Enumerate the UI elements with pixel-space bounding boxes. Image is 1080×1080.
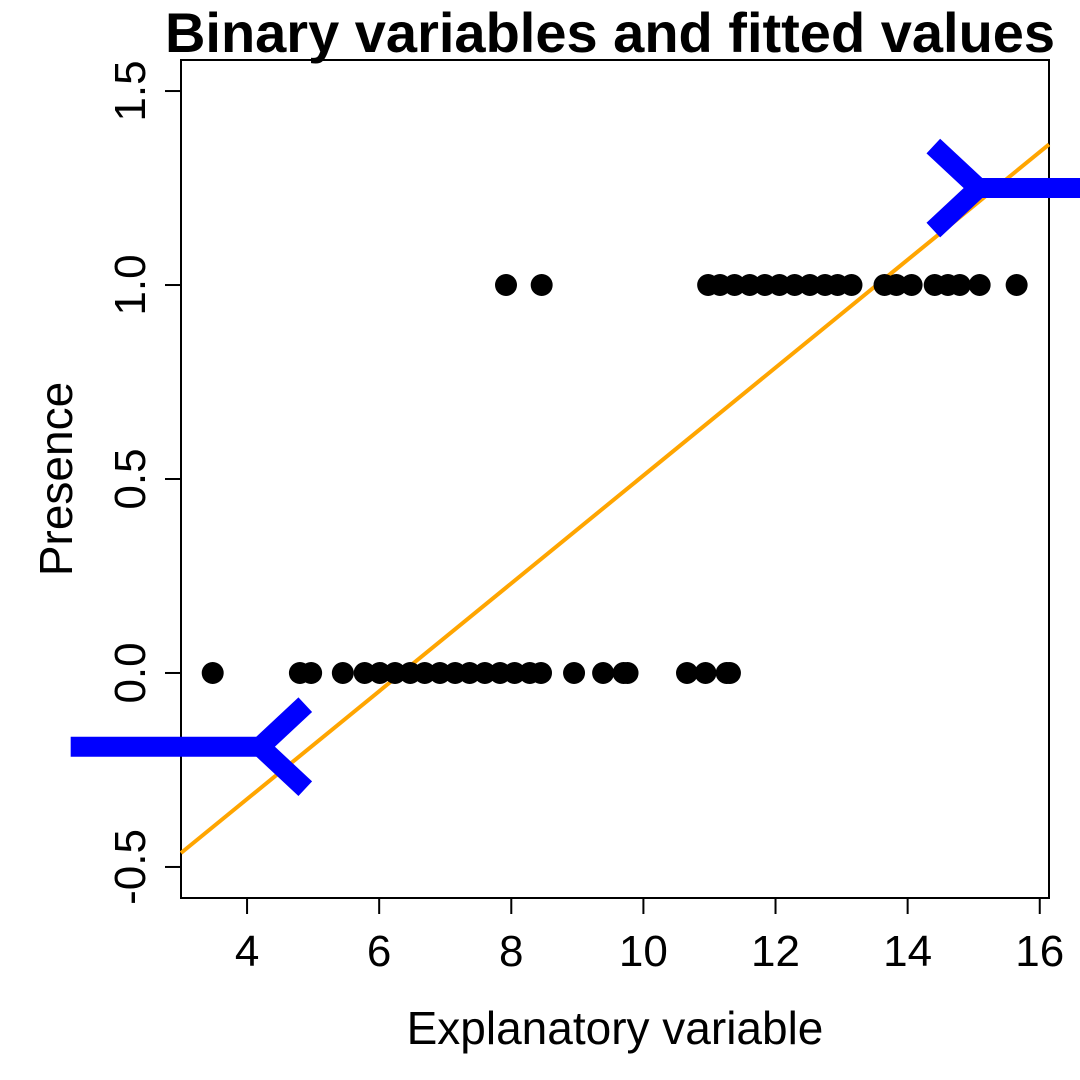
data-point <box>592 661 615 684</box>
data-point <box>428 661 451 684</box>
data-point <box>738 274 761 297</box>
plot-frame <box>180 59 1050 899</box>
arrow-right-icon <box>70 697 313 797</box>
y-tick-label: 0.5 <box>106 448 155 509</box>
data-point <box>798 274 821 297</box>
data-point <box>694 661 717 684</box>
data-point <box>900 274 923 297</box>
data-point <box>384 661 407 684</box>
data-point <box>300 661 323 684</box>
data-point <box>413 661 436 684</box>
chart-title: Binary variables and fitted values <box>165 1 1055 64</box>
data-point <box>201 661 224 684</box>
x-tick-label: 8 <box>499 927 523 976</box>
data-point <box>563 661 586 684</box>
y-axis-label: Presence <box>30 382 82 576</box>
data-point <box>616 661 639 684</box>
arrow-left-icon <box>926 138 1080 238</box>
data-point <box>840 274 863 297</box>
data-point <box>1005 274 1028 297</box>
x-tick-label: 4 <box>235 927 259 976</box>
data-point <box>783 274 806 297</box>
data-point <box>473 661 496 684</box>
annotations <box>70 138 1080 797</box>
data-point <box>718 661 741 684</box>
x-tick-label: 6 <box>367 927 391 976</box>
data-point <box>530 661 553 684</box>
data-point <box>885 274 908 297</box>
data-point <box>948 274 971 297</box>
y-tick-label: 1.5 <box>106 60 155 121</box>
data-point <box>495 274 518 297</box>
data-point <box>368 661 391 684</box>
y-axis: -0.5 0.0 0.5 1.0 1.5 <box>106 60 182 905</box>
x-tick-label: 14 <box>883 927 932 976</box>
data-point <box>968 274 991 297</box>
data-point <box>768 274 791 297</box>
x-tick-label: 12 <box>751 927 800 976</box>
y-tick-label: -0.5 <box>106 829 155 905</box>
y-tick-label: 1.0 <box>106 254 155 315</box>
x-axis-label: Explanatory variable <box>407 1002 824 1054</box>
x-axis: 4 6 8 10 12 14 16 <box>235 897 1064 976</box>
data-point <box>723 274 746 297</box>
x-tick-label: 16 <box>1015 927 1064 976</box>
data-point <box>353 661 376 684</box>
fitted-line <box>179 142 1051 855</box>
arrow-head <box>926 138 993 238</box>
x-tick-label: 10 <box>619 927 668 976</box>
data-points <box>201 274 1028 684</box>
y-tick-label: 0.0 <box>106 642 155 703</box>
data-point <box>458 661 481 684</box>
data-point <box>331 661 354 684</box>
data-point <box>530 274 553 297</box>
data-point <box>503 661 526 684</box>
data-point <box>676 661 699 684</box>
arrow-head <box>245 697 313 797</box>
